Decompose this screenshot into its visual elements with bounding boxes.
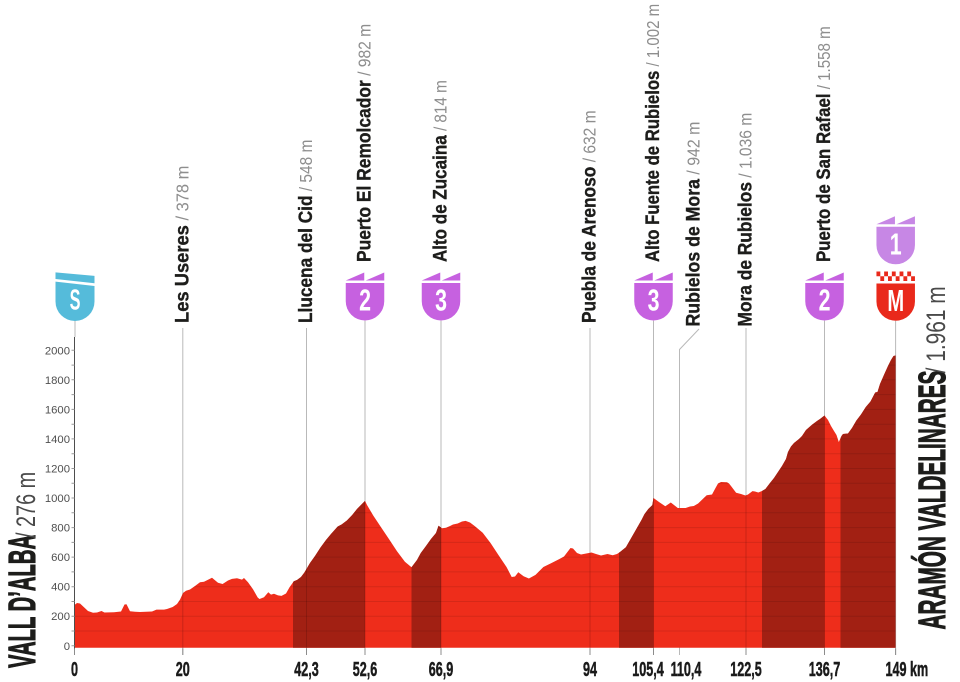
svg-text:400: 400 [51, 582, 70, 594]
svg-text:0: 0 [71, 658, 78, 681]
svg-text:1800: 1800 [45, 375, 70, 387]
svg-text:0: 0 [64, 641, 70, 653]
svg-text:Mora de Rubielos / 1.036 m: Mora de Rubielos / 1.036 m [734, 113, 756, 327]
svg-text:149 km: 149 km [886, 658, 929, 681]
svg-text:52,6: 52,6 [353, 658, 378, 681]
svg-text:2: 2 [359, 283, 371, 318]
svg-text:/ 1.961 m: / 1.961 m [921, 286, 951, 373]
svg-text:Puebla de Arenoso / 632 m: Puebla de Arenoso / 632 m [578, 110, 600, 323]
svg-text:3: 3 [648, 283, 660, 318]
svg-text:2000: 2000 [45, 345, 70, 357]
svg-text:Alto Fuente de Rubielos / 1.00: Alto Fuente de Rubielos / 1.002 m [642, 4, 663, 262]
svg-text:Puerto El Remolcador / 982 m: Puerto El Remolcador / 982 m [353, 24, 375, 262]
svg-text:136,7: 136,7 [809, 658, 841, 681]
svg-text:Les Useres / 378 m: Les Useres / 378 m [172, 166, 194, 323]
svg-text:1: 1 [890, 227, 902, 262]
svg-text:M: M [887, 285, 904, 318]
svg-text:Puerto de San Rafael / 1.558 m: Puerto de San Rafael / 1.558 m [813, 26, 834, 262]
svg-text:800: 800 [51, 523, 70, 535]
svg-text:Rubielos de Mora / 942 m: Rubielos de Mora / 942 m [682, 122, 704, 327]
svg-text:Llucena del Cid / 548 m: Llucena del Cid / 548 m [294, 140, 316, 323]
svg-text:105,4: 105,4 [632, 658, 664, 681]
svg-text:600: 600 [51, 552, 70, 564]
svg-text:1600: 1600 [45, 404, 70, 416]
svg-text:S: S [70, 284, 81, 316]
svg-text:200: 200 [51, 611, 70, 623]
svg-text:/ 276 m: / 276 m [12, 472, 42, 538]
svg-text:3: 3 [435, 283, 447, 318]
svg-text:1000: 1000 [45, 493, 70, 505]
svg-text:VALL D’ALBA: VALL D’ALBA [2, 535, 44, 668]
svg-text:66,9: 66,9 [429, 658, 454, 681]
svg-text:42,3: 42,3 [294, 658, 319, 681]
svg-text:94: 94 [583, 658, 598, 681]
svg-text:Alto de Zucaina / 814 m: Alto de Zucaina / 814 m [428, 80, 450, 262]
svg-text:1400: 1400 [45, 434, 70, 446]
svg-text:20: 20 [176, 658, 190, 681]
svg-text:2: 2 [819, 283, 831, 318]
svg-text:110,4: 110,4 [671, 658, 702, 681]
svg-text:122,5: 122,5 [730, 658, 762, 681]
svg-text:ARAMÓN VALDELINARES: ARAMÓN VALDELINARES [909, 371, 954, 630]
svg-text:1200: 1200 [45, 464, 70, 476]
